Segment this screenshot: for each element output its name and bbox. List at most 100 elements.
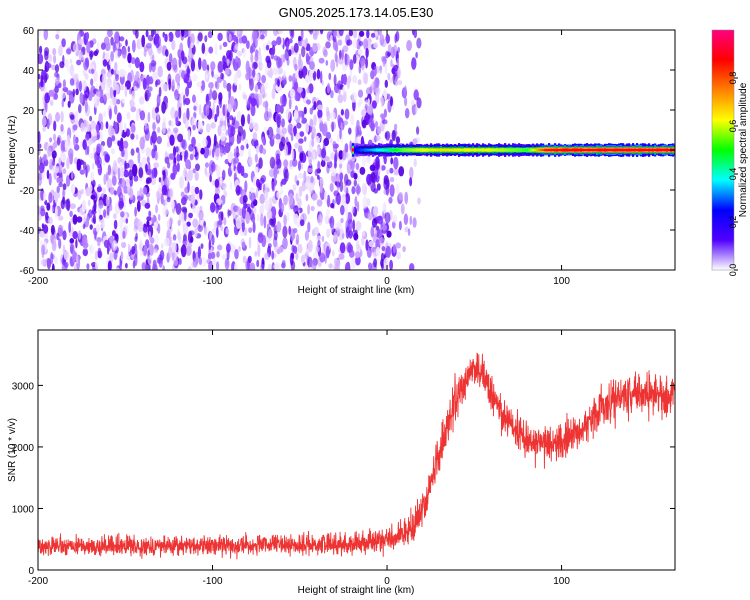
noise-blob [181,206,187,213]
noise-blob [214,178,220,188]
signal-band-cell [482,148,485,152]
noise-blob [238,83,242,91]
noise-blob [161,122,166,134]
noise-blob [325,245,330,259]
noise-blob [64,140,69,151]
signal-band-cell [558,148,561,152]
noise-blob [130,69,134,82]
noise-blob [326,160,333,169]
noise-blob [74,144,80,151]
noise-blob [140,250,145,256]
noise-blob [125,39,128,47]
signal-band-cell [618,148,621,152]
noise-blob [96,156,102,169]
noise-blob [189,230,195,236]
noise-blob [120,151,124,158]
noise-blob [305,194,309,202]
noise-blob [62,183,67,191]
noise-blob [143,119,148,126]
y-tick-label: -20 [20,186,35,197]
noise-blob [70,242,74,254]
noise-blob [143,244,148,257]
noise-blob [339,127,342,140]
y-tick-label: 0 [28,146,34,157]
noise-blob [117,140,121,147]
noise-blob [338,253,345,260]
noise-blob [254,53,259,62]
noise-blob [130,133,135,140]
noise-blob [308,239,313,253]
noise-blob [54,77,61,85]
noise-blob [284,169,289,182]
signal-band-cell [454,148,457,152]
noise-blob [171,57,178,71]
noise-blob [267,263,273,270]
y-tick-label: 2000 [12,443,35,454]
noise-blob [242,194,248,204]
noise-blob [55,33,60,40]
noise-blob [176,162,180,173]
noise-blob [343,184,347,193]
noise-blob [233,34,237,43]
noise-blob [360,57,366,67]
noise-blob [47,147,52,158]
noise-blob [111,230,116,237]
noise-blob [55,112,61,122]
noise-blob [38,74,41,80]
noise-blob [188,212,194,219]
noise-blob [164,156,170,164]
noise-blob [340,205,345,216]
noise-blob [240,165,245,177]
x-tick-label: -200 [28,576,48,587]
noise-blob [207,252,212,260]
noise-blob [198,210,204,221]
noise-blob [200,80,206,91]
noise-blob [262,148,267,155]
noise-blob [91,135,98,142]
noise-blob [361,109,366,117]
noise-blob [190,33,195,46]
signal-band-cell [352,148,355,152]
noise-blob [352,39,358,49]
signal-band-cell [548,148,551,152]
signal-band-cell [354,148,357,152]
noise-blob [175,73,181,84]
noise-blob [254,153,258,163]
signal-band-cell [590,148,593,152]
noise-blob [299,92,305,98]
noise-blob [254,73,260,81]
signal-band-cell [654,148,657,152]
noise-blob [275,113,282,121]
noise-blob [379,65,383,71]
noise-blob [69,152,73,165]
noise-blob [43,191,47,202]
noise-blob [410,100,415,106]
noise-blob [338,30,344,37]
noise-blob [90,171,95,182]
signal-band-cell [614,148,617,152]
noise-blob [339,49,342,60]
noise-blob [283,195,288,206]
noise-blob [38,131,41,144]
signal-band-cell [606,148,609,152]
noise-blob [234,249,239,260]
noise-blob [146,177,152,184]
noise-blob [300,185,306,192]
noise-blob [46,169,50,180]
noise-blob [179,93,183,104]
noise-blob [184,97,191,106]
noise-blob [373,159,377,166]
noise-blob [99,214,103,220]
noise-blob [216,261,220,270]
noise-blob [321,123,328,136]
noise-blob [134,206,138,217]
noise-blob [157,65,163,78]
signal-band-cell [608,148,611,152]
noise-blob [51,160,56,167]
signal-band-cell [508,148,511,152]
noise-blob [175,203,182,215]
colorbar-tick-label: 0.0 [728,264,738,277]
signal-band-cell [422,148,425,152]
signal-band-cell [648,148,651,152]
noise-blob [416,97,422,109]
